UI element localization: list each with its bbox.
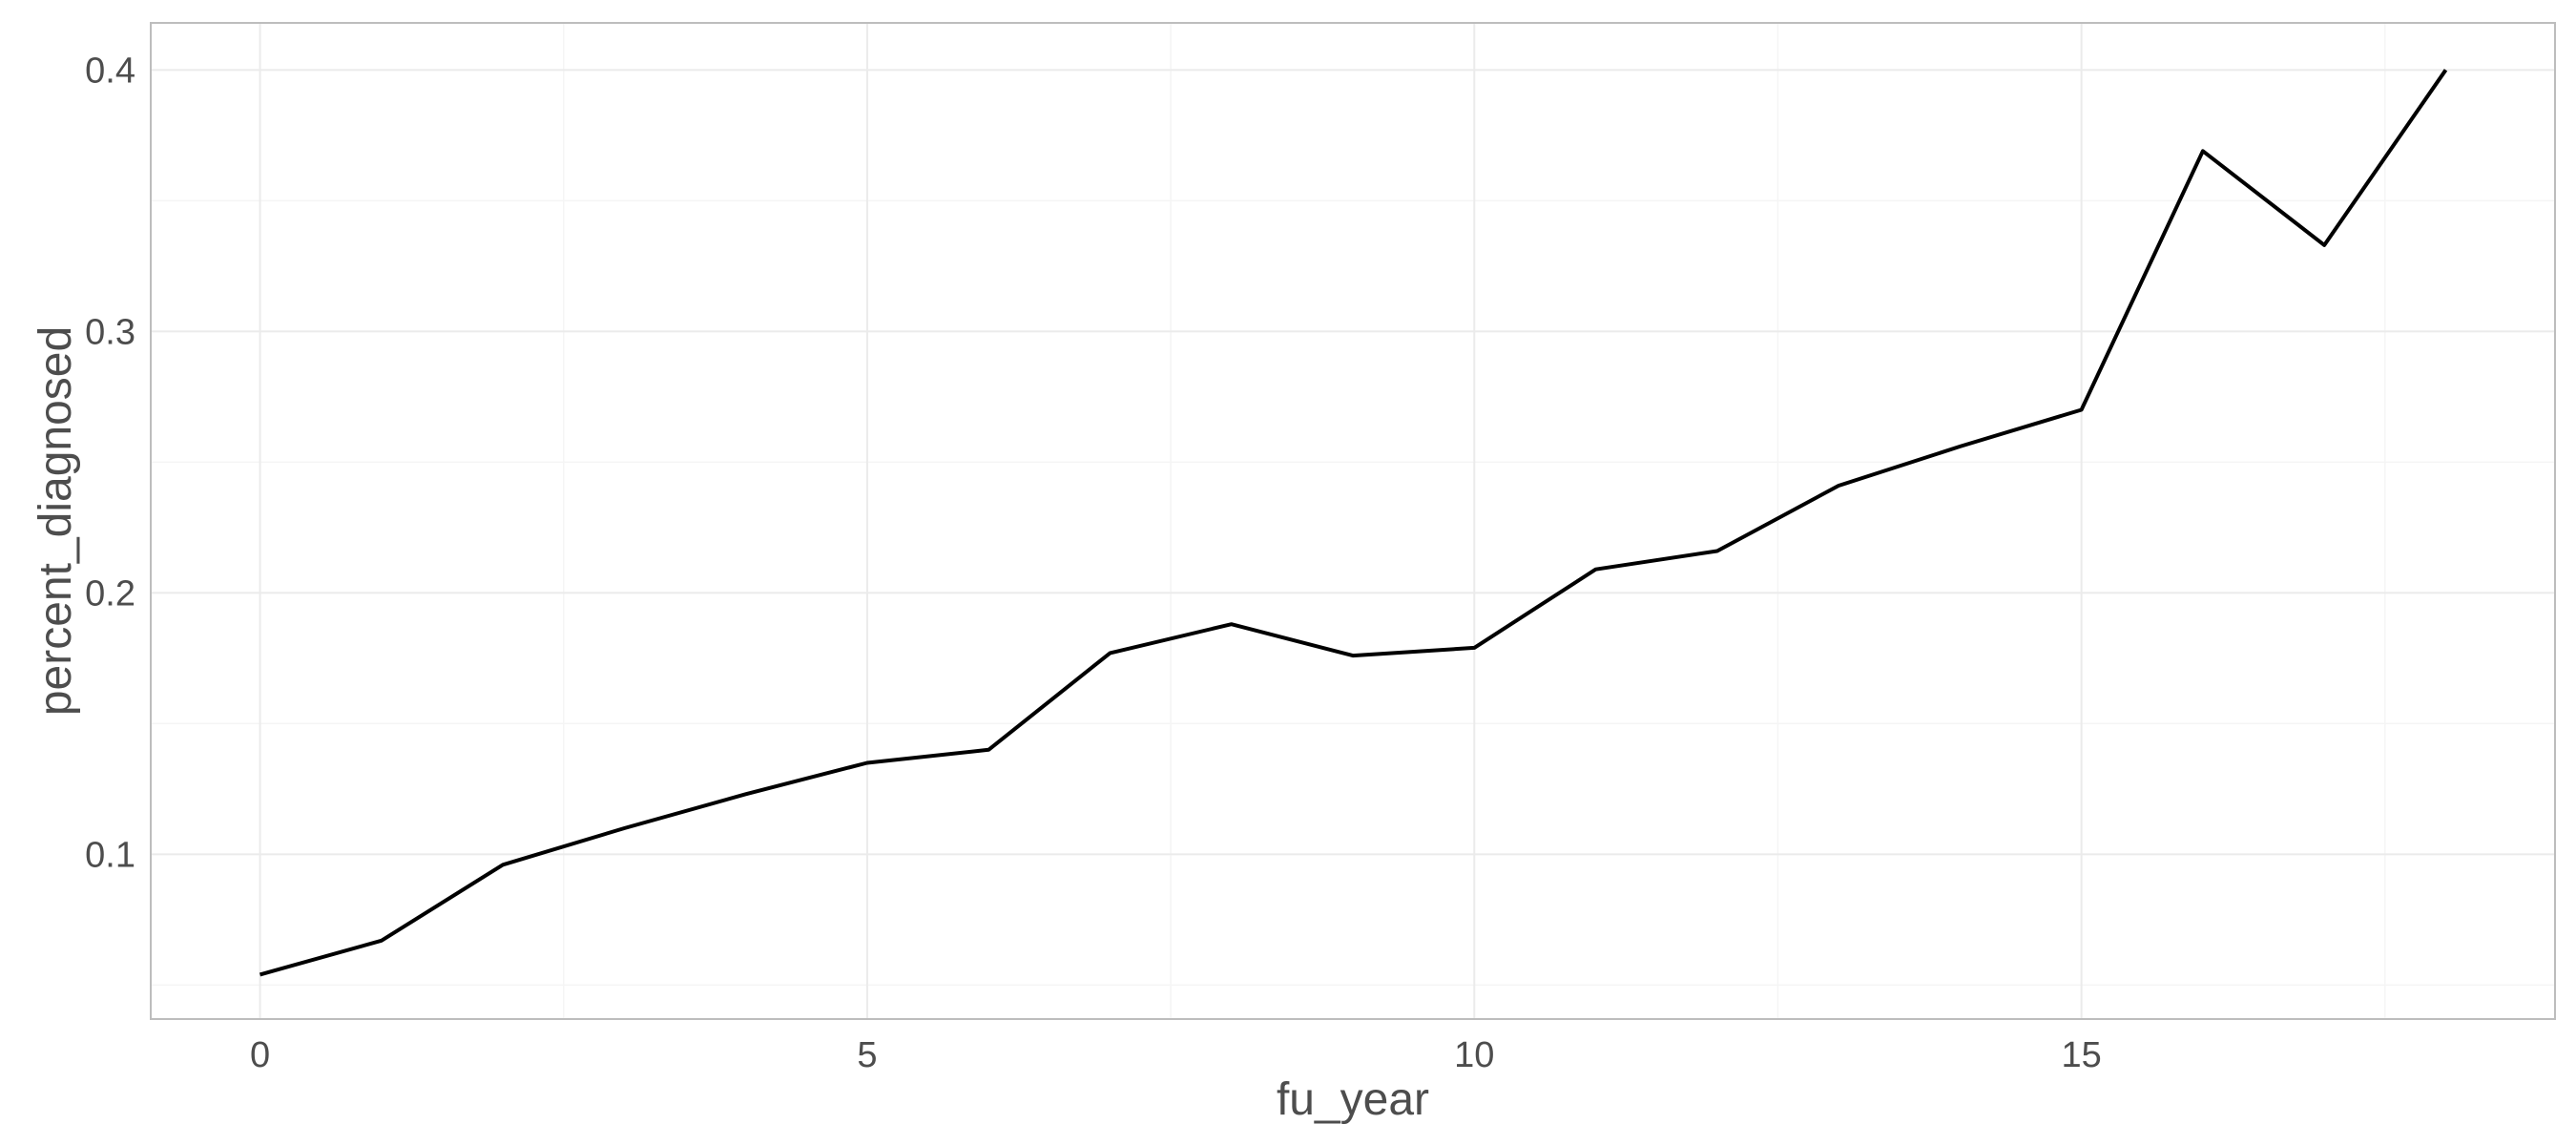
y-tick-label: 0.2 [85,573,135,614]
plot-panel-border [150,22,2556,1020]
series-layer [259,69,2448,977]
series-line [259,69,2448,977]
x-tick-label: 5 [857,1035,877,1075]
x-tick-label: 0 [250,1035,270,1075]
x-axis-title: fu_year [1277,1074,1429,1125]
y-axis-title: percent_diagnosed [31,326,81,716]
y-tick-label: 0.4 [85,51,135,91]
y-tick-label: 0.1 [85,835,135,875]
y-tick-labels: 0.1 0.2 0.3 0.4 [85,51,135,875]
x-tick-label: 10 [1454,1035,1494,1075]
x-tick-labels: 0 5 10 15 [250,1035,2102,1075]
grid [151,23,2555,1019]
x-tick-label: 15 [2061,1035,2101,1075]
y-tick-label: 0.3 [85,312,135,352]
